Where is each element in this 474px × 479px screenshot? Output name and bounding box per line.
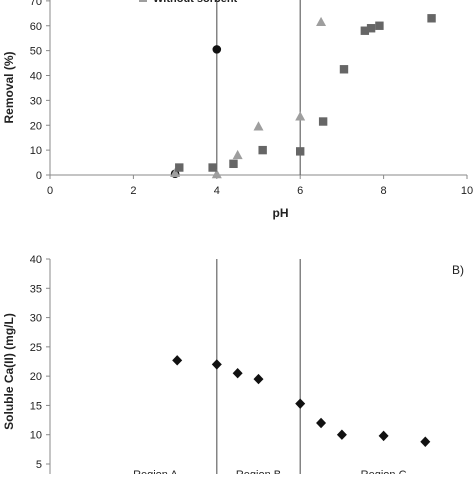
data-point [366, 24, 376, 33]
y-tick-label: 35 [30, 283, 42, 295]
x-tick-label: 8 [381, 185, 387, 197]
y-tick-label: 20 [30, 371, 42, 383]
data-point [172, 355, 183, 366]
y-tick-label: 20 [30, 120, 42, 132]
data-point [232, 368, 243, 379]
data-point [316, 417, 327, 429]
legend-label: Without sorbent [153, 0, 238, 5]
data-point [212, 45, 222, 54]
data-point [420, 436, 431, 447]
y-tick-label: 10 [30, 145, 42, 157]
x-axis-title: pH [273, 206, 289, 220]
data-point [211, 359, 222, 370]
data-point [258, 145, 267, 155]
y-tick-label: 70 [30, 0, 42, 8]
panel-b-soluble-ca-chart: 5 10 15 20 25 30 35 40 B) Region A Region B Region … [2, 254, 464, 479]
x-tick-label: 2 [130, 185, 136, 197]
y-tick-label: 15 [30, 400, 42, 412]
data-point [296, 147, 305, 156]
data-point [295, 111, 306, 121]
y-tick-label: 30 [30, 313, 42, 325]
y-axis-title: Soluble Ca(II) (mg/L) [2, 313, 16, 430]
data-point [253, 121, 264, 131]
data-point [208, 163, 217, 172]
data-point [211, 169, 222, 179]
data-point [316, 16, 327, 27]
legend: Without sorbent [139, 0, 238, 5]
data-point [375, 21, 384, 30]
panel-label: B) [452, 263, 464, 277]
panel-a-removal-chart: 0 10 20 30 40 50 60 70 0 2 4 6 8 10 Without sorbent pH R… [2, 0, 473, 220]
x-tick-label: 6 [297, 185, 303, 197]
data-point [232, 149, 243, 160]
y-tick-label: 60 [30, 21, 42, 33]
data-point [170, 167, 181, 178]
data-point [229, 159, 238, 169]
data-point [336, 429, 347, 440]
y-tick-label: 50 [30, 46, 42, 58]
legend-marker-square [139, 0, 147, 2]
data-point [295, 398, 306, 409]
region-label: Region A [133, 469, 178, 474]
data-point [253, 373, 264, 385]
region-label: Region B [236, 469, 281, 474]
data-point [339, 65, 349, 74]
x-tick-label: 4 [214, 185, 220, 197]
y-tick-label: 5 [36, 459, 42, 471]
x-tick-label: 0 [47, 185, 53, 197]
y-tick-label: 25 [30, 342, 42, 354]
x-tick-label: 10 [461, 185, 473, 197]
data-point [318, 117, 328, 126]
data-point [378, 430, 389, 442]
y-tick-label: 40 [30, 71, 42, 83]
region-label: Region C [361, 469, 407, 474]
data-point [427, 14, 436, 23]
y-tick-label: 30 [30, 95, 42, 107]
y-tick-label: 10 [30, 430, 42, 442]
y-tick-label: 40 [30, 254, 42, 266]
data-point [175, 163, 184, 172]
y-axis-title: Removal (%) [2, 51, 16, 123]
data-point [360, 26, 370, 35]
y-tick-label: 0 [36, 170, 42, 182]
